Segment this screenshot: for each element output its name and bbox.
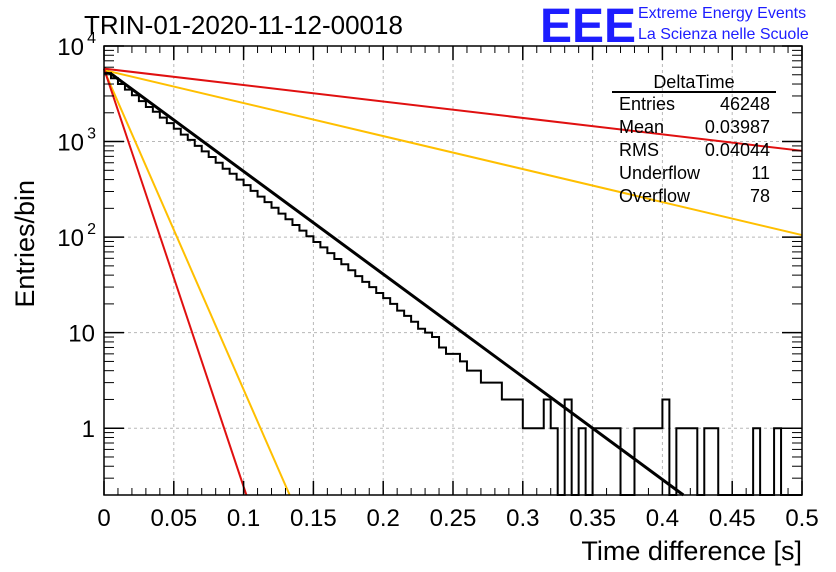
fit-line	[103, 69, 291, 496]
y-tick-exponent: 2	[87, 221, 96, 238]
x-tick-label: 0.4	[646, 505, 679, 532]
stats-label: Overflow	[619, 186, 691, 206]
x-tick-label: 0.1	[227, 505, 260, 532]
stats-value: 11	[751, 163, 770, 183]
y-tick-exponent: 3	[87, 126, 96, 143]
y-axis-label: Entries/bin	[10, 180, 40, 308]
stats-value: 46248	[720, 94, 770, 114]
logo-line-1: Extreme Energy Events	[638, 5, 806, 22]
y-tick-label: 1	[82, 416, 95, 443]
stats-label: Entries	[619, 94, 675, 114]
x-tick-label: 0.2	[367, 505, 400, 532]
y-tick-label: 10	[57, 34, 84, 61]
fit-line	[103, 67, 803, 152]
stats-label: Underflow	[619, 163, 701, 183]
stats-label: RMS	[619, 140, 659, 160]
eee-logo: EEE	[540, 0, 636, 53]
y-tick-label: 10	[68, 321, 95, 348]
fit-line	[103, 68, 248, 496]
fit-line	[103, 67, 685, 497]
x-tick-label: 0.45	[709, 505, 756, 532]
y-tick-label: 10	[57, 130, 84, 157]
fit-curves	[103, 67, 803, 497]
stats-value: 0.04044	[705, 140, 770, 160]
x-tick-label: 0.15	[290, 505, 337, 532]
stats-box: DeltaTime Entries 46248 Mean 0.03987 RMS…	[612, 72, 776, 206]
x-tick-label: 0.5	[785, 505, 818, 532]
stats-title: DeltaTime	[653, 72, 734, 92]
x-tick-label: 0.35	[569, 505, 616, 532]
stats-value: 0.03987	[705, 117, 770, 137]
y-tick-label: 10	[57, 225, 84, 252]
logo-line-2: La Scienza nelle Scuole	[638, 26, 809, 43]
x-tick-label: 0.25	[430, 505, 477, 532]
x-axis: 0 0.05 0.1 0.15 0.2 0.25 0.3 0.35 0.4 0.45 0.5	[97, 46, 819, 532]
fit-line	[103, 69, 803, 237]
chart-title: TRIN-01-2020-11-12-00018	[84, 10, 403, 40]
x-tick-label: 0.05	[150, 505, 197, 532]
y-tick-exponent: 4	[87, 30, 96, 47]
stats-value: 78	[750, 186, 770, 206]
x-tick-label: 0	[97, 505, 110, 532]
stats-label: Mean	[619, 117, 664, 137]
histogram-series	[104, 72, 802, 496]
grid-lines	[104, 46, 802, 495]
x-tick-label: 0.3	[506, 505, 539, 532]
x-axis-label: Time difference [s]	[581, 536, 802, 566]
